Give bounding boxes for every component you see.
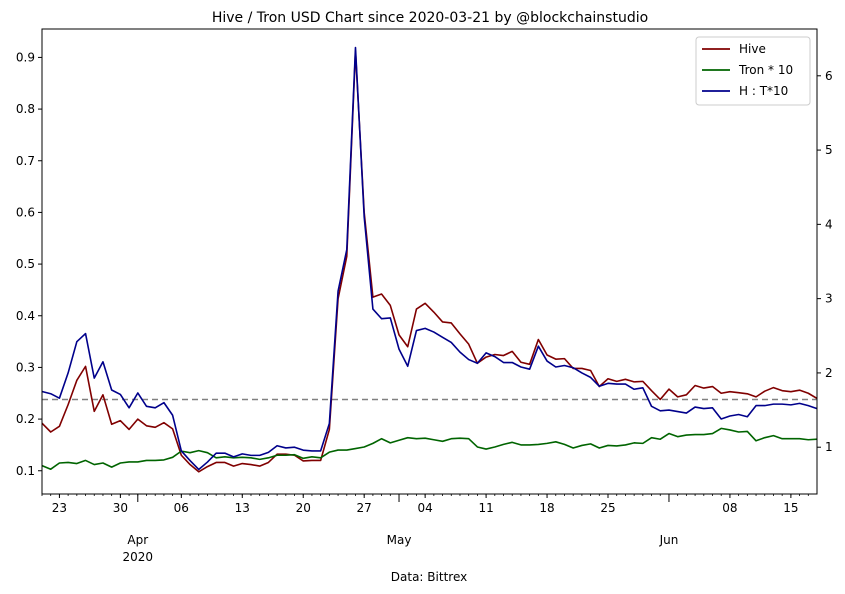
right-tick-label: 6: [825, 69, 833, 83]
left-tick-label: 0.7: [16, 154, 35, 168]
right-tick-label: 5: [825, 143, 833, 157]
x-minor-tick-label: 30: [113, 501, 128, 515]
left-tick-label: 0.1: [16, 464, 35, 478]
left-tick-label: 0.2: [16, 412, 35, 426]
right-tick-label: 2: [825, 366, 833, 380]
x-axis-label: Data: Bittrex: [391, 570, 467, 584]
x-minor-tick-label: 15: [783, 501, 798, 515]
x-month-label: Jun: [659, 533, 679, 547]
series-line-1: [41, 427, 818, 471]
left-tick-label: 0.3: [16, 360, 35, 374]
legend-label: H : T*10: [739, 84, 788, 98]
x-month-label: May: [387, 533, 412, 547]
legend: Hive Tron * 10 H : T*10: [695, 36, 811, 106]
x-minor-tick-label: 11: [478, 501, 493, 515]
right-tick-label: 1: [825, 440, 833, 454]
x-minor-tick-label: 04: [418, 501, 433, 515]
x-year-label: 2020: [123, 550, 154, 564]
x-minor-tick-label: 25: [600, 501, 615, 515]
left-tick-label: 0.8: [16, 102, 35, 116]
left-tick-label: 0.9: [16, 50, 35, 64]
legend-label: Tron * 10: [738, 63, 793, 77]
x-minor-tick-label: 20: [296, 501, 311, 515]
x-minor-tick-label: 18: [539, 501, 554, 515]
legend-box: [695, 36, 811, 106]
left-tick-label: 0.5: [16, 257, 35, 271]
x-minor-tick-label: 23: [52, 501, 67, 515]
x-month-label: Apr: [127, 533, 148, 547]
plot-frame: [41, 28, 818, 495]
x-minor-tick-label: 13: [235, 501, 250, 515]
left-tick-label: 0.4: [16, 309, 35, 323]
x-minor-tick-label: 27: [357, 501, 372, 515]
x-minor-tick-label: 08: [722, 501, 737, 515]
chart-title: Hive / Tron USD Chart since 2020-03-21 b…: [212, 10, 648, 26]
series-line-2: [41, 46, 818, 471]
left-tick-label: 0.6: [16, 205, 35, 219]
legend-label: Hive: [739, 42, 766, 56]
right-tick-label: 4: [825, 217, 833, 231]
x-minor-tick-label: 06: [174, 501, 189, 515]
series-line-0: [41, 50, 818, 473]
right-tick-label: 3: [825, 292, 833, 306]
